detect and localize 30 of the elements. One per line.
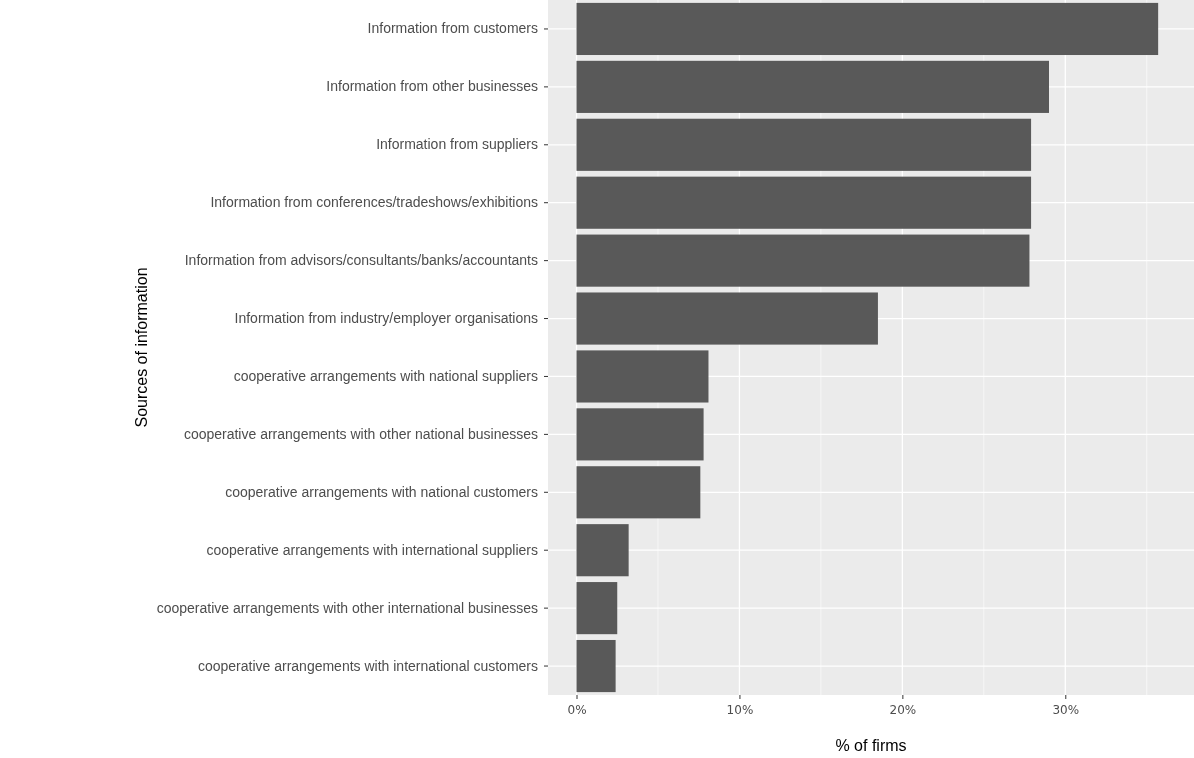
bar (576, 234, 1030, 287)
x-tick-label: 0% (567, 702, 587, 717)
x-tick-label: 30% (1052, 702, 1080, 717)
x-tick-label: 20% (889, 702, 917, 717)
bar (576, 582, 618, 635)
y-tick-label: Information from other businesses (326, 78, 538, 95)
bar (576, 466, 701, 519)
y-tick-label: cooperative arrangements with other national businesses (183, 425, 538, 442)
y-tick-label: cooperative arrangements with international suppliers (206, 541, 538, 558)
bar (576, 350, 709, 403)
bar (576, 639, 616, 693)
x-axis-title: % of firms (835, 737, 907, 754)
bar (576, 292, 878, 345)
y-tick-label: Information from advisors/consultants/banks/accountants (184, 252, 538, 269)
y-tick-label: cooperative arrangements with national customers (225, 483, 538, 500)
x-tick-label: 10% (726, 702, 754, 717)
bar (576, 524, 629, 577)
y-tick-label: cooperative arrangements with national suppliers (233, 367, 538, 384)
y-axis-title: Sources of information (132, 267, 150, 428)
y-tick-label: Information from suppliers (376, 136, 538, 153)
bar (576, 408, 704, 461)
bar (576, 60, 1049, 113)
bar (576, 118, 1032, 171)
bar (576, 2, 1159, 56)
y-tick-label: cooperative arrangements with international customers (197, 657, 538, 674)
bar (576, 176, 1032, 229)
y-tick-label: Information from customers (367, 20, 538, 37)
y-tick-label: Information from conferences/tradeshows/exhibitions (210, 194, 538, 211)
y-tick-label: Information from industry/employer organisations (234, 310, 538, 327)
y-tick-label: cooperative arrangements with other international businesses (156, 599, 538, 616)
